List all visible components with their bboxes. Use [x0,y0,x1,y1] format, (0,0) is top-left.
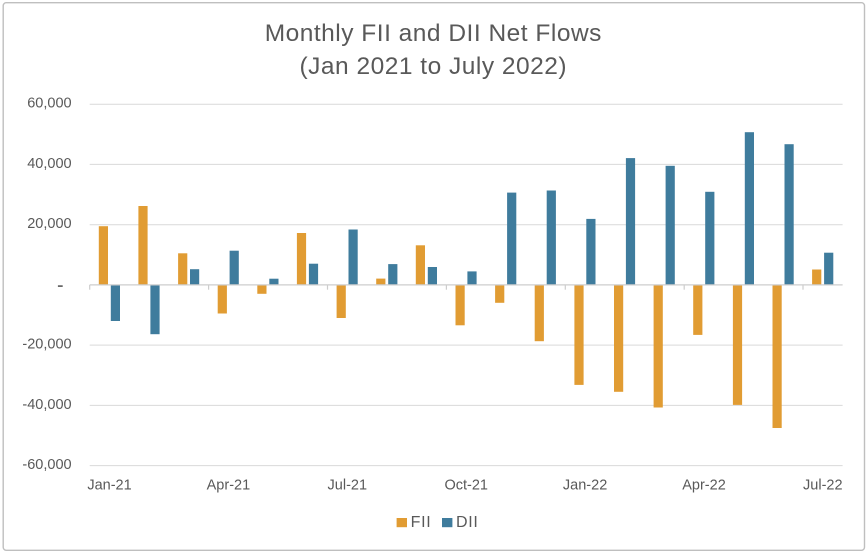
svg-text:Jan-22: Jan-22 [563,478,607,494]
svg-text:(Jan 2021 to July 2022): (Jan 2021 to July 2022) [300,53,568,80]
svg-text:FII: FII [411,514,432,531]
svg-text:-20,000: -20,000 [22,337,71,353]
svg-text:20,000: 20,000 [27,216,71,232]
svg-text:Oct-21: Oct-21 [444,478,488,494]
svg-text:40,000: 40,000 [27,156,71,172]
svg-text:60,000: 60,000 [27,96,71,112]
svg-text:-40,000: -40,000 [22,397,71,413]
svg-text:Apr-21: Apr-21 [207,478,251,494]
svg-text:Jul-21: Jul-21 [328,478,368,494]
svg-text:DII: DII [456,514,479,531]
svg-text:Jan-21: Jan-21 [87,478,131,494]
svg-text:Apr-22: Apr-22 [682,478,726,494]
svg-text:-60,000: -60,000 [22,457,71,473]
svg-text:Monthly FII and DII Net Flows: Monthly FII and DII Net Flows [265,20,602,47]
svg-text:Jul-22: Jul-22 [803,478,843,494]
